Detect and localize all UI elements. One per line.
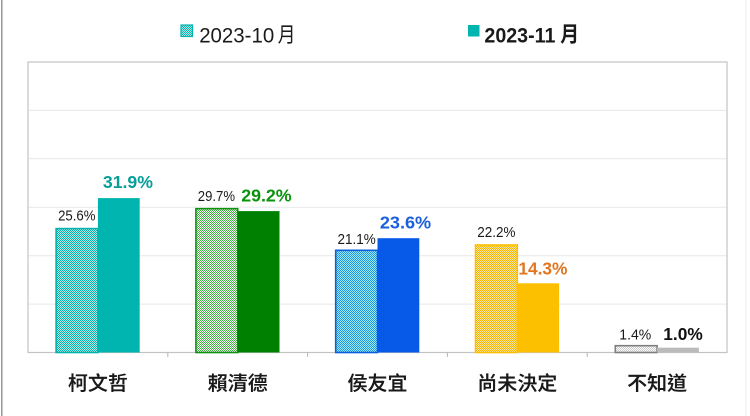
svg-text:25.6%: 25.6% [58,207,95,224]
svg-text:1.4%: 1.4% [619,326,651,343]
svg-text:22.2%: 22.2% [477,224,515,241]
svg-text:1.0%: 1.0% [663,324,703,344]
svg-text:21.1%: 21.1% [338,231,376,248]
svg-text:2023-11: 2023-11 [484,25,555,48]
svg-text:29.7%: 29.7% [198,188,235,205]
svg-text:31.9%: 31.9% [103,172,153,192]
svg-text:14.3%: 14.3% [518,258,567,278]
svg-text:23.6%: 23.6% [380,213,431,233]
svg-text:29.2%: 29.2% [241,185,292,205]
svg-text:2023-10: 2023-10 [199,24,274,47]
